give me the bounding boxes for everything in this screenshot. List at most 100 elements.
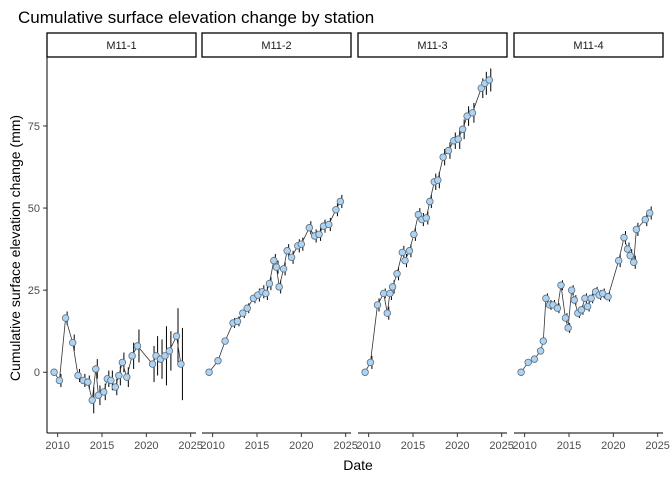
data-point (272, 263, 281, 271)
data-point (645, 209, 654, 217)
panel-m11-2: M11-2 2010 2015 2020 2025 (200, 32, 358, 452)
data-point (239, 309, 247, 317)
data-point (205, 368, 213, 376)
data-point (553, 304, 562, 312)
data-point (581, 294, 589, 303)
data-point (536, 347, 545, 355)
data-point (444, 146, 453, 155)
data-point (61, 314, 70, 322)
strip-label: M11-4 (573, 40, 603, 52)
data-point (524, 358, 532, 367)
data-point (454, 135, 462, 143)
data-point (632, 225, 641, 234)
data-point (587, 294, 595, 303)
data-point (148, 360, 157, 368)
x-tick-label: 2015 (557, 440, 581, 452)
data-point (386, 289, 394, 298)
data-point (118, 358, 127, 367)
x-tick-label: 2015 (90, 440, 114, 452)
data-point (366, 358, 375, 367)
data-point (100, 388, 108, 396)
data-point (620, 233, 628, 242)
data-point (305, 224, 314, 232)
data-point (439, 153, 447, 161)
data-point (530, 355, 539, 363)
data-point (270, 256, 278, 265)
strip-box (513, 32, 664, 58)
data-point (626, 251, 634, 260)
strip-box (201, 32, 352, 58)
data-point (315, 230, 323, 239)
data-point (92, 365, 100, 373)
data-point (598, 289, 607, 298)
x-tick-label: 2020 (445, 440, 469, 452)
data-point (405, 247, 414, 255)
data-point (539, 337, 547, 345)
series-line (364, 79, 490, 373)
data-point (623, 245, 632, 253)
data-point (172, 332, 181, 340)
data-point (115, 371, 123, 380)
data-point (434, 176, 442, 184)
data-point (214, 357, 222, 365)
data-point (458, 125, 467, 133)
data-point (243, 304, 251, 312)
data-point (641, 215, 649, 224)
strip-box (46, 32, 197, 58)
x-tick-label: 2025 (489, 440, 513, 452)
data-point (55, 376, 64, 385)
data-point (567, 286, 576, 294)
data-point (380, 289, 388, 298)
data-point (88, 396, 96, 404)
data-point (393, 270, 401, 278)
data-point (570, 296, 579, 304)
data-point (604, 293, 612, 301)
data-point (107, 376, 115, 385)
data-point (414, 210, 423, 219)
data-point (84, 378, 92, 386)
data-point (283, 247, 291, 255)
data-point (564, 324, 572, 332)
x-tick-label: 2025 (645, 440, 669, 452)
data-point (336, 197, 345, 206)
strip-label: M11-3 (417, 40, 447, 52)
data-point (630, 258, 638, 266)
x-tick-label: 2025 (333, 440, 357, 452)
x-tick-label: 2010 (200, 440, 224, 452)
data-point (233, 317, 242, 326)
y-tick-label: 0 (34, 367, 40, 379)
x-tick-label: 2010 (356, 440, 380, 452)
data-point (517, 368, 525, 376)
data-point (287, 253, 296, 262)
data-point (221, 337, 229, 345)
data-point (133, 342, 142, 350)
data-point (69, 338, 77, 347)
data-point (373, 301, 382, 309)
x-tick-label: 2010 (512, 440, 536, 452)
y-axis-title: Cumulative surface elevation change (mm) (7, 115, 23, 381)
x-tick-label: 2020 (289, 440, 313, 452)
data-point (614, 256, 623, 265)
x-tick-label: 2015 (401, 440, 425, 452)
data-point (128, 352, 136, 360)
x-tick-label: 2020 (134, 440, 158, 452)
data-point (74, 371, 82, 380)
data-point (262, 289, 270, 298)
data-point (542, 294, 550, 303)
data-point (265, 279, 274, 288)
strip-box (357, 32, 508, 58)
data-point (50, 368, 58, 376)
data-point (297, 240, 306, 248)
data-point (583, 302, 592, 311)
x-tick-label: 2015 (245, 440, 269, 452)
data-point (401, 256, 409, 265)
data-point (279, 265, 288, 273)
data-point (485, 76, 493, 84)
panel-m11-4: M11-4 2010 2015 2020 2025 (512, 32, 670, 452)
y-tick-label: 25 (28, 285, 40, 297)
data-point (398, 248, 407, 257)
data-point (94, 391, 103, 399)
data-point (557, 281, 565, 289)
data-point (161, 352, 169, 360)
